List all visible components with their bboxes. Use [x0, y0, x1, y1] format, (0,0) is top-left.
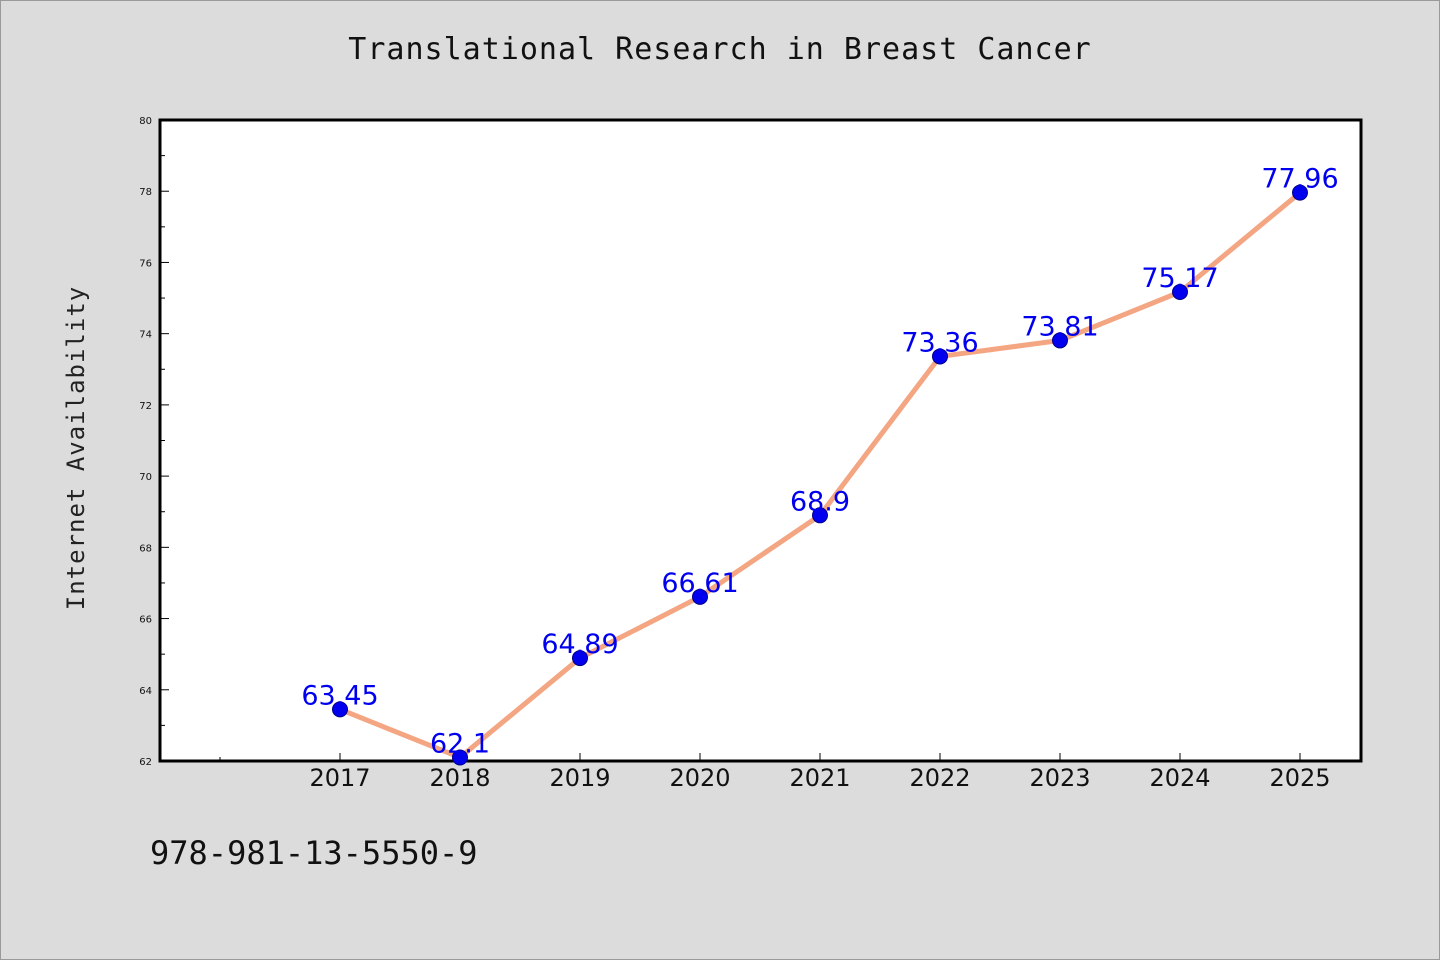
data-point: [932, 348, 948, 365]
data-markers: [332, 184, 1308, 766]
data-label: 75.17: [1141, 263, 1218, 294]
x-tick-label: 2024: [1149, 764, 1210, 792]
y-tick-label: 68: [139, 543, 152, 554]
x-tick-label: 2019: [549, 764, 610, 792]
data-point: [1172, 284, 1188, 301]
data-label: 62.1: [430, 728, 490, 759]
y-tick-label: 80: [139, 116, 152, 127]
y-axis: 62 64 66 68 70 72 74 76 78 80: [139, 116, 169, 768]
y-tick-label: 70: [139, 472, 152, 483]
x-tick-label: 2021: [789, 764, 850, 792]
data-point: [812, 507, 828, 524]
y-tick-label: 74: [139, 330, 152, 341]
y-tick-label: 72: [139, 401, 152, 412]
y-tick-label: 78: [139, 187, 152, 198]
data-label: 73.81: [1021, 311, 1098, 342]
y-tick-label: 76: [139, 258, 152, 269]
data-label: 73.36: [901, 327, 978, 358]
data-label: 77.96: [1261, 164, 1338, 195]
x-tick-label: 2017: [309, 764, 370, 792]
x-tick-label: 2022: [909, 764, 970, 792]
plot-area: [158, 118, 1363, 763]
data-point: [692, 588, 708, 605]
x-tick-label: 2020: [669, 764, 730, 792]
data-label: 66.61: [661, 568, 738, 599]
data-label: 64.89: [541, 629, 618, 660]
y-tick-label: 66: [139, 615, 152, 626]
x-axis: 2017 2018 2019 2020 2021 2022 2023 2024 2025: [219, 753, 1331, 792]
x-tick-label: 2023: [1029, 764, 1090, 792]
data-point: [1292, 184, 1308, 201]
x-tick-label: 2025: [1269, 764, 1330, 792]
x-tick-label: 2018: [429, 764, 490, 792]
y-tick-label: 64: [139, 686, 152, 697]
data-label: 63.45: [301, 680, 378, 711]
data-label: 68.9: [790, 486, 850, 517]
data-point: [572, 650, 588, 667]
y-tick-label: 62: [139, 757, 152, 768]
data-labels: 63.45 62.1 64.89 66.61 68.9 73.36 73.81 75.17 77…: [301, 164, 1338, 760]
data-point: [452, 749, 468, 766]
chart-title: Translational Research in Breast Cancer: [348, 32, 1092, 67]
data-point: [1052, 332, 1068, 349]
data-point: [332, 701, 348, 718]
isbn-text: 978-981-13-5550-9: [150, 834, 478, 872]
